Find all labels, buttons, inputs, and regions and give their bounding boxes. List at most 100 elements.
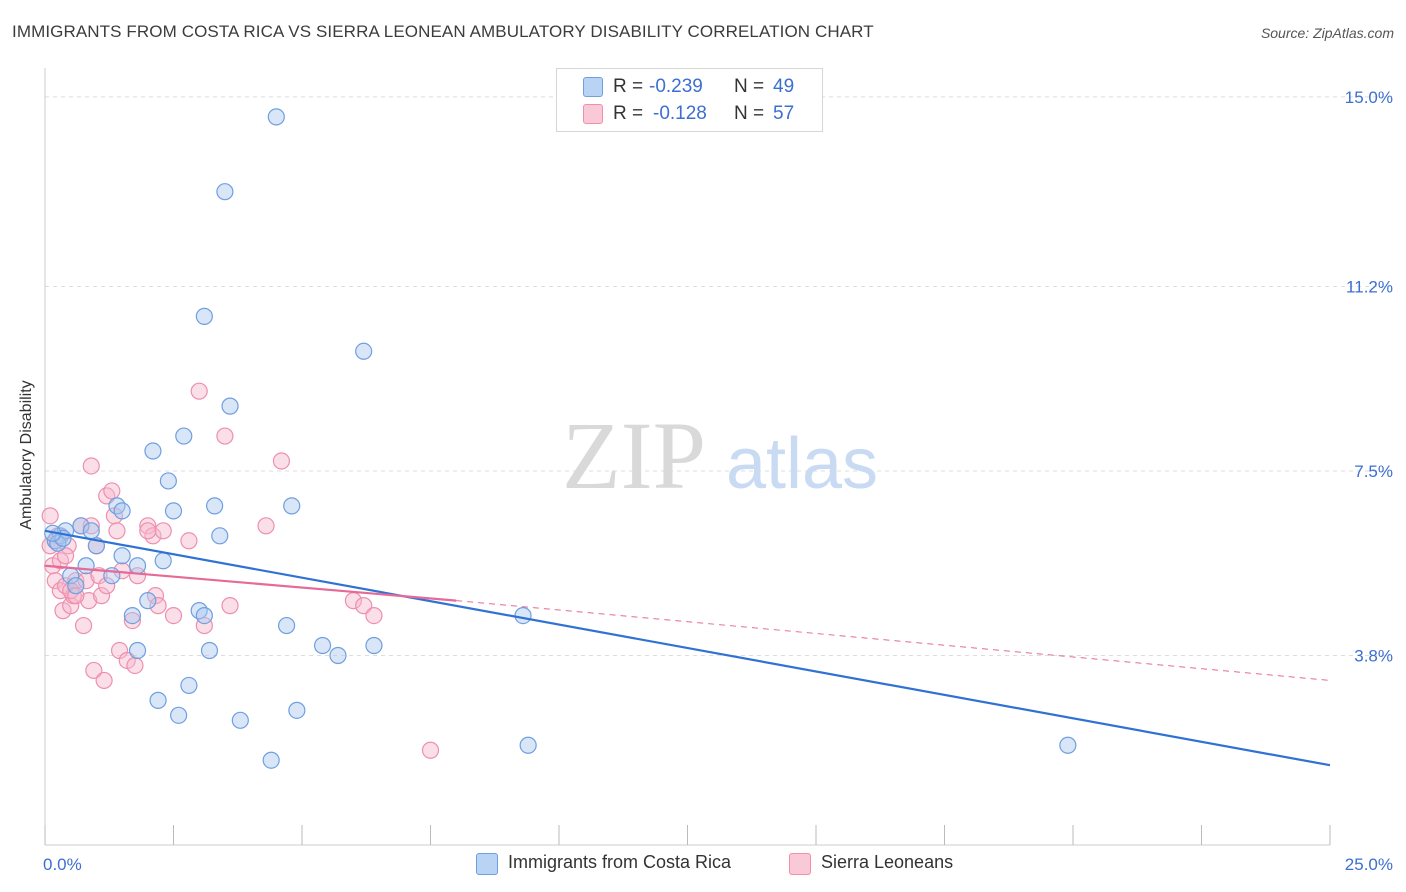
data-point: [519, 736, 537, 754]
data-point: [98, 577, 116, 595]
data-point: [92, 587, 111, 605]
data-point: [200, 641, 219, 660]
data-point: [144, 527, 162, 545]
r-value-pink: -0.128: [653, 103, 707, 124]
data-point: [56, 547, 75, 565]
data-point: [139, 517, 157, 535]
data-point: [139, 522, 157, 540]
source-label: Source: ZipAtlas.com: [1260, 25, 1394, 41]
data-point: [164, 502, 183, 520]
data-point: [144, 442, 162, 460]
data-point: [170, 706, 188, 724]
x-tick-label: 0.0%: [43, 855, 82, 874]
data-point: [46, 572, 64, 590]
data-point: [211, 527, 229, 545]
data-point: [128, 567, 147, 585]
data-point: [221, 397, 239, 415]
data-point: [180, 532, 198, 550]
data-point: [67, 587, 85, 605]
data-point: [262, 751, 280, 769]
data-point: [108, 497, 126, 515]
data-point: [85, 661, 103, 680]
data-point: [206, 497, 224, 515]
data-point: [41, 507, 59, 525]
data-point: [365, 606, 383, 625]
data-point: [103, 482, 121, 500]
data-point: [313, 636, 332, 655]
data-point: [77, 572, 95, 590]
data-point: [82, 522, 100, 540]
data-point: [277, 616, 296, 635]
pink-swatch: [583, 104, 603, 124]
data-point: [154, 552, 172, 570]
data-point: [82, 457, 100, 475]
series-sierra-leoneans: [41, 382, 440, 759]
data-point: [139, 592, 157, 610]
data-point: [95, 671, 113, 690]
tick-labels: 3.8% 7.5% 11.2% 15.0% 0.0% 25.0%: [43, 88, 1393, 874]
data-point: [149, 691, 167, 709]
legend-label-sierra-leoneans: Sierra Leoneans: [821, 852, 954, 872]
data-point: [51, 552, 70, 570]
series-costa-rica: [44, 108, 1077, 769]
stats-legend: R = -0.239 N = 49 R = -0.128 N = 57: [556, 68, 823, 132]
trendlines: [44, 529, 1331, 767]
data-point: [113, 502, 131, 520]
data-point: [108, 522, 126, 540]
r-label: R =: [613, 76, 644, 97]
y-tick-label: 7.5%: [1354, 462, 1393, 481]
data-point: [195, 606, 213, 625]
n-value-blue: 49: [773, 76, 795, 97]
data-point: [190, 382, 208, 400]
data-point: [128, 641, 147, 660]
axes: [44, 68, 1331, 846]
data-point: [216, 183, 234, 201]
data-point: [355, 597, 373, 615]
data-point: [195, 616, 213, 635]
data-point: [190, 602, 208, 620]
data-point: [154, 522, 172, 540]
n-value-pink: 57: [773, 103, 795, 124]
data-point: [126, 656, 144, 675]
data-point: [128, 557, 147, 575]
data-point: [62, 582, 80, 600]
data-point: [123, 611, 141, 630]
data-point: [74, 616, 93, 635]
data-point: [123, 606, 141, 625]
data-point: [231, 711, 249, 729]
data-point: [283, 497, 301, 515]
trendline: [44, 564, 457, 602]
data-point: [77, 557, 95, 575]
data-point: [49, 534, 67, 552]
data-point: [221, 597, 239, 615]
data-point: [175, 427, 193, 445]
data-point: [216, 427, 234, 445]
watermark: ZIP atlas: [562, 402, 878, 509]
n-label: N =: [734, 76, 765, 97]
data-point: [267, 108, 285, 126]
data-point: [98, 487, 116, 505]
data-point: [164, 606, 183, 625]
data-point: [180, 676, 198, 695]
y-tick-label: 11.2%: [1346, 277, 1393, 296]
data-point: [257, 517, 275, 535]
x-tick-label: 25.0%: [1345, 855, 1393, 874]
data-point: [62, 597, 80, 615]
grid-lines: [45, 96, 1390, 656]
y-tick-label: 15.0%: [1345, 88, 1393, 107]
data-point: [113, 547, 131, 565]
data-point: [149, 597, 167, 615]
trendline: [44, 529, 1331, 767]
data-point: [159, 472, 177, 490]
data-point: [195, 307, 213, 325]
chart-title: IMMIGRANTS FROM COSTA RICA VS SIERRA LEO…: [12, 22, 874, 41]
data-point: [80, 592, 98, 610]
watermark-atlas: atlas: [726, 424, 878, 504]
data-point: [329, 646, 347, 665]
data-point: [514, 606, 532, 625]
blue-swatch: [583, 77, 603, 97]
n-label: N =: [734, 103, 765, 124]
trendline: [456, 600, 1331, 681]
data-point: [272, 452, 291, 470]
